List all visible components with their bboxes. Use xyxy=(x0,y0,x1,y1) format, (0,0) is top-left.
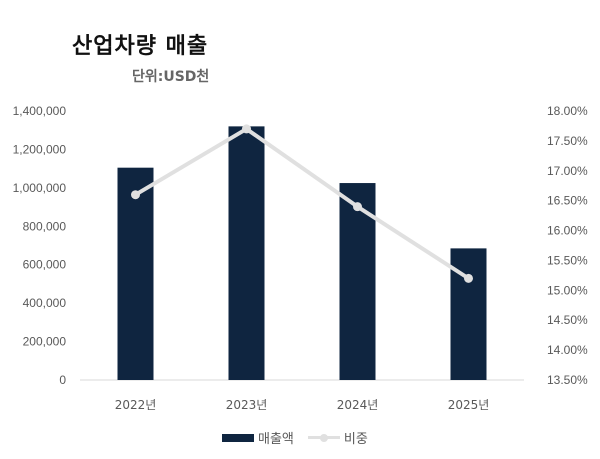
right-axis-tick: 15.50% xyxy=(547,253,588,267)
right-axis-tick: 13.50% xyxy=(547,373,588,387)
chart-legend: 매출액 비중 xyxy=(222,428,382,447)
left-axis-tick: 400,000 xyxy=(23,296,67,310)
right-axis-tick: 17.50% xyxy=(547,134,588,148)
right-axis-tick: 15.00% xyxy=(547,283,588,297)
right-axis-tick: 18.00% xyxy=(547,104,588,118)
left-axis-tick: 1,000,000 xyxy=(13,181,67,195)
x-axis-tick: 2023년 xyxy=(226,398,268,412)
line-marker xyxy=(242,124,251,134)
right-axis-tick: 16.00% xyxy=(547,224,588,238)
left-axis-tick: 800,000 xyxy=(23,219,67,233)
bar-swatch-icon xyxy=(222,433,254,442)
right-axis-tick: 17.00% xyxy=(547,164,588,178)
legend-item-revenue: 매출액 xyxy=(222,428,294,447)
left-axis-tick: 1,400,000 xyxy=(13,104,67,118)
bar-revenue xyxy=(117,167,154,380)
right-axis-tick: 16.50% xyxy=(547,194,588,208)
legend-item-share: 비중 xyxy=(307,428,368,447)
x-axis-tick: 2022년 xyxy=(115,398,157,412)
chart-title: 산업차량 매출 xyxy=(72,34,209,59)
left-axis-tick: 0 xyxy=(59,373,66,387)
x-axis-tick: 2025년 xyxy=(448,398,490,412)
bar-revenue xyxy=(228,126,265,380)
chart-subtitle: 단위:USD천 xyxy=(132,69,210,85)
line-swatch-icon xyxy=(307,433,340,442)
left-axis-tick: 200,000 xyxy=(23,335,67,349)
legend-label-share: 비중 xyxy=(343,432,368,447)
right-axis-tick: 14.00% xyxy=(547,343,588,357)
legend-label-revenue: 매출액 xyxy=(258,432,294,447)
left-axis-tick: 1,200,000 xyxy=(13,142,67,156)
line-marker xyxy=(131,190,140,200)
left-axis-tick: 600,000 xyxy=(23,258,67,272)
right-axis-tick: 14.50% xyxy=(547,313,588,327)
line-marker xyxy=(464,273,473,283)
x-axis-tick: 2024년 xyxy=(337,398,379,412)
line-share xyxy=(134,126,470,281)
line-marker xyxy=(353,202,362,212)
